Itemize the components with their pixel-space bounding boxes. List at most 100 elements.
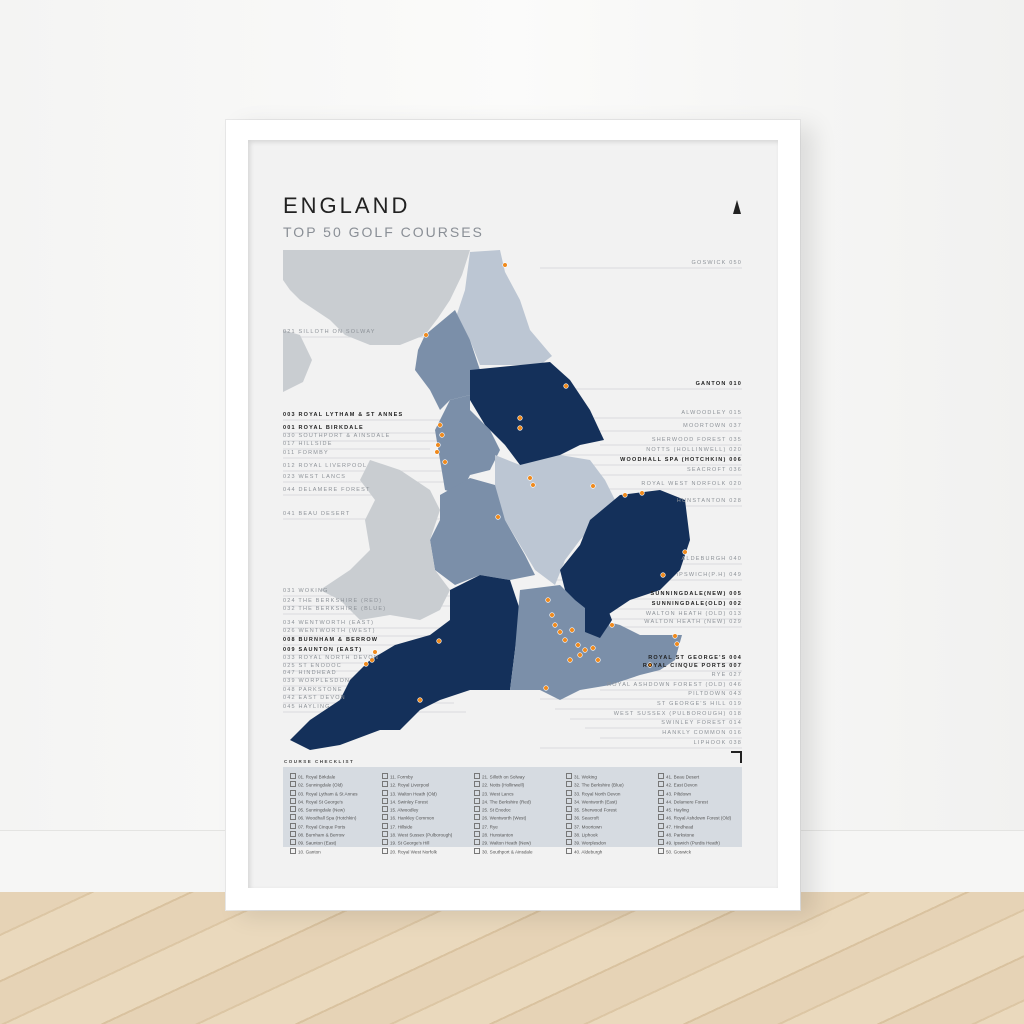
course-marker xyxy=(549,612,555,618)
checklist-item-label: 15. Alwoodley xyxy=(390,807,419,813)
checkbox[interactable] xyxy=(658,839,664,846)
checklist-column: 41. Beau Desert 42. East Devon 43. Piltdow… xyxy=(658,773,731,856)
course-marker xyxy=(562,637,568,643)
checkbox[interactable] xyxy=(474,781,480,788)
checkbox[interactable] xyxy=(566,822,572,829)
checkbox[interactable] xyxy=(658,847,664,854)
checkbox[interactable] xyxy=(566,831,572,838)
checklist-item-label: 16. Hankley Common xyxy=(390,815,435,821)
checkbox[interactable] xyxy=(658,797,664,804)
checkbox[interactable] xyxy=(566,797,572,804)
checkbox[interactable] xyxy=(658,806,664,813)
checkbox[interactable] xyxy=(474,839,480,846)
checklist-item-label: 48. Parkstone xyxy=(666,832,695,838)
checklist-item: 04. Royal St George's xyxy=(290,797,358,806)
checklist-item-label: 30. Southport & Ainsdale xyxy=(482,849,533,855)
checklist-item: 34. Wentworth (East) xyxy=(566,797,624,806)
checkbox[interactable] xyxy=(658,781,664,788)
checklist-title: COURSE CHECKLIST xyxy=(284,759,355,764)
checkbox[interactable] xyxy=(566,839,572,846)
checklist-item-label: 44. Delamere Forest xyxy=(666,799,708,805)
course-label: SUNNINGDALE(OLD) 002 xyxy=(651,601,742,607)
checkbox[interactable] xyxy=(658,789,664,796)
course-marker xyxy=(417,697,423,703)
checkbox[interactable] xyxy=(566,773,572,779)
checkbox[interactable] xyxy=(566,781,572,788)
checkbox[interactable] xyxy=(290,773,296,779)
checkbox[interactable] xyxy=(474,789,480,796)
checkbox[interactable] xyxy=(290,814,296,821)
checklist-item: 50. Goswick xyxy=(658,847,731,856)
checklist-column: 11. Formby 12. Royal Liverpool 13. Walton … xyxy=(382,773,452,856)
checklist-item: 46. Royal Ashdown Forest (Old) xyxy=(658,814,731,822)
checkbox[interactable] xyxy=(290,831,296,838)
checkbox[interactable] xyxy=(658,814,664,821)
checklist-item-label: 27. Rye xyxy=(482,824,498,830)
course-marker xyxy=(545,597,551,603)
course-label: HUNSTANTON 028 xyxy=(676,498,742,504)
checkbox[interactable] xyxy=(658,831,664,838)
checkbox[interactable] xyxy=(382,789,388,796)
region-east-midlands xyxy=(495,455,615,585)
checkbox[interactable] xyxy=(382,797,388,804)
course-marker xyxy=(609,622,615,628)
region-north-west xyxy=(415,310,480,410)
region-south-west xyxy=(290,575,520,750)
checklist-item-label: 42. East Devon xyxy=(666,782,698,788)
brand-logo xyxy=(731,751,742,763)
course-marker xyxy=(434,449,440,455)
course-checklist: 01. Royal Birkdale 02. Sunningdale (Old) 0… xyxy=(283,767,742,854)
checklist-item: 12. Royal Liverpool xyxy=(382,781,452,789)
checkbox[interactable] xyxy=(474,814,480,821)
checkbox[interactable] xyxy=(658,773,664,779)
region-london xyxy=(585,602,612,638)
checklist-item-label: 45. Hayling xyxy=(666,807,689,813)
course-marker xyxy=(369,657,375,663)
checkbox[interactable] xyxy=(290,806,296,813)
checkbox[interactable] xyxy=(382,822,388,829)
checkbox[interactable] xyxy=(382,831,388,838)
checkbox[interactable] xyxy=(474,831,480,838)
course-label: ST GEORGE'S HILL 019 xyxy=(657,701,742,707)
checkbox[interactable] xyxy=(382,806,388,813)
course-marker xyxy=(672,633,678,639)
checkbox[interactable] xyxy=(290,797,296,804)
checklist-item-label: 23. West Lancs xyxy=(482,791,514,797)
course-marker xyxy=(439,432,445,438)
checkbox[interactable] xyxy=(474,847,480,854)
checkbox[interactable] xyxy=(474,773,480,779)
course-marker xyxy=(674,641,680,647)
checkbox[interactable] xyxy=(382,781,388,788)
checkbox[interactable] xyxy=(290,822,296,829)
course-marker xyxy=(582,647,588,653)
course-label: 009 SAUNTON (EAST) xyxy=(283,647,363,653)
checklist-item-label: 33. Royal North Devon xyxy=(574,791,621,797)
checkbox[interactable] xyxy=(566,789,572,796)
checklist-item: 18. West Sussex (Pulborough) xyxy=(382,831,452,839)
checklist-item: 28. Hunstanton xyxy=(474,831,533,839)
checkbox[interactable] xyxy=(290,781,296,788)
checkbox[interactable] xyxy=(382,773,388,779)
course-marker xyxy=(682,549,688,555)
checkbox[interactable] xyxy=(382,839,388,846)
checkbox[interactable] xyxy=(290,789,296,796)
poster-title: ENGLAND xyxy=(283,193,411,218)
checkbox[interactable] xyxy=(474,797,480,804)
checklist-item: 36. Seacroft xyxy=(566,814,624,822)
course-marker xyxy=(435,442,441,448)
checklist-item: 09. Saunton (East) xyxy=(290,839,358,847)
course-marker xyxy=(557,629,563,635)
checkbox[interactable] xyxy=(290,839,296,846)
checkbox[interactable] xyxy=(382,847,388,854)
checkbox[interactable] xyxy=(566,806,572,813)
checkbox[interactable] xyxy=(474,806,480,813)
course-label: 001 ROYAL BIRKDALE xyxy=(283,425,364,431)
region-wales xyxy=(320,460,450,620)
checkbox[interactable] xyxy=(658,822,664,829)
checkbox[interactable] xyxy=(566,847,572,854)
checkbox[interactable] xyxy=(566,814,572,821)
checklist-item-label: 06. Woodhall Spa (Hotchkin) xyxy=(298,815,357,821)
checkbox[interactable] xyxy=(382,814,388,821)
checkbox[interactable] xyxy=(290,847,296,854)
checkbox[interactable] xyxy=(474,822,480,829)
